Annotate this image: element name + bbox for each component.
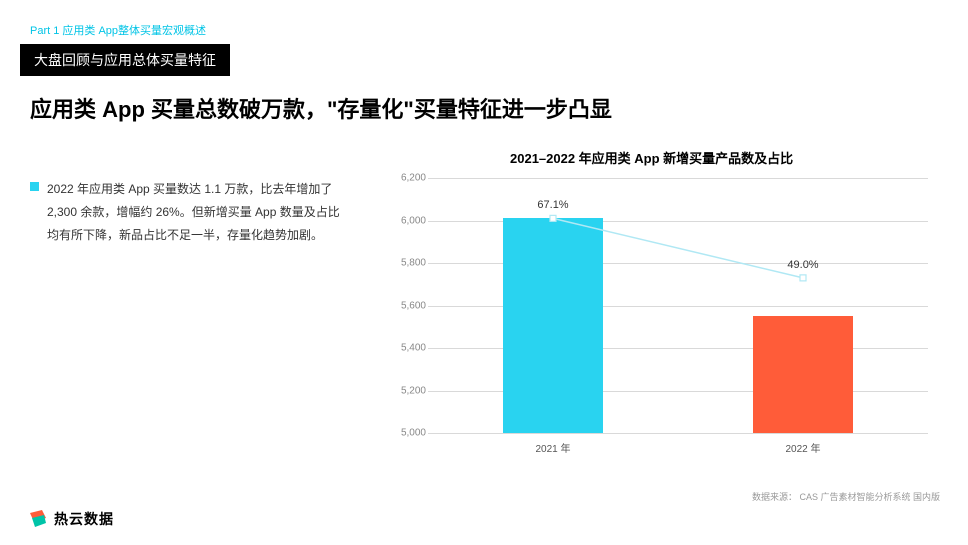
source-value: CAS 广告素材智能分析系统 国内版 (799, 492, 940, 502)
bullet-block: 2022 年应用类 App 买量数达 1.1 万款，比去年增加了 2,300 余… (30, 178, 340, 246)
gridline (428, 433, 928, 434)
x-tick-label: 2022 年 (753, 440, 853, 455)
x-tick-label: 2021 年 (503, 440, 603, 455)
bullet-text: 2022 年应用类 App 买量数达 1.1 万款，比去年增加了 2,300 余… (47, 178, 340, 246)
y-tick-label: 5,600 (401, 300, 426, 311)
breadcrumb-text: Part 1 应用类 App整体买量宏观概述 (30, 25, 206, 37)
line-marker-icon (550, 215, 556, 221)
section-tag-text: 大盘回顾与应用总体买量特征 (34, 52, 216, 68)
line-marker-icon (800, 275, 806, 281)
y-tick-label: 6,000 (401, 215, 426, 226)
logo-text: 热云数据 (54, 509, 114, 529)
logo-icon (28, 510, 48, 528)
bullet-item: 2022 年应用类 App 买量数达 1.1 万款，比去年增加了 2,300 余… (30, 178, 340, 246)
breadcrumb: Part 1 应用类 App整体买量宏观概述 (30, 22, 206, 38)
bullet-marker-icon (30, 182, 39, 191)
chart-plot-area: 67.1%49.0% (428, 178, 928, 433)
data-source: 数据来源： CAS 广告素材智能分析系统 国内版 (752, 490, 940, 503)
brand-logo: 热云数据 (28, 509, 114, 529)
chart-line (428, 178, 928, 433)
page-headline: 应用类 App 买量总数破万款，"存量化"买量特征进一步凸显 (30, 92, 612, 124)
y-tick-label: 5,000 (401, 428, 426, 439)
y-tick-label: 5,200 (401, 385, 426, 396)
y-tick-label: 5,800 (401, 258, 426, 269)
headline-text: 应用类 App 买量总数破万款，"存量化"买量特征进一步凸显 (30, 97, 612, 122)
combo-chart: 67.1%49.0% 5,000 5,200 5,400 5,600 5,800 6,00… (380, 178, 940, 458)
section-tag: 大盘回顾与应用总体买量特征 (20, 44, 230, 76)
y-tick-label: 5,400 (401, 343, 426, 354)
y-tick-label: 6,200 (401, 173, 426, 184)
source-label: 数据来源： (752, 492, 797, 502)
chart-title: 2021–2022 年应用类 App 新增买量产品数及占比 (510, 148, 793, 167)
